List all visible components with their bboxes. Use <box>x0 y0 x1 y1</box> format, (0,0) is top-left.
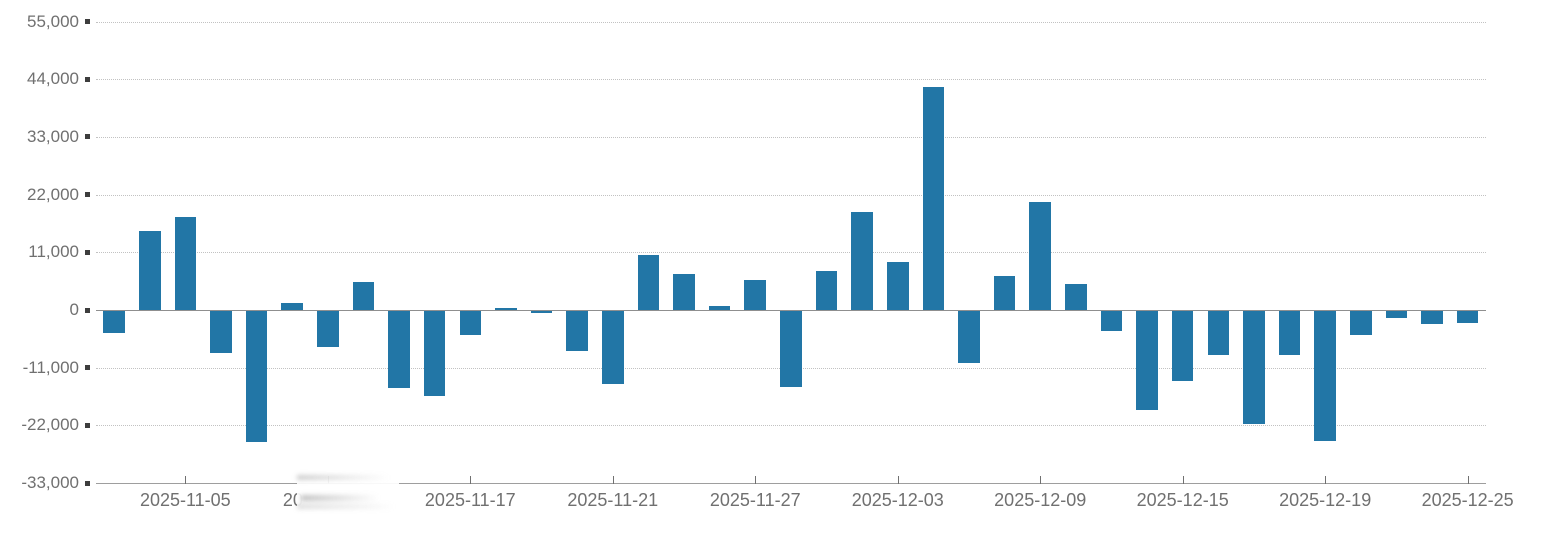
x-tick-label: 2025-12-09 <box>994 490 1087 510</box>
bar[interactable] <box>530 311 553 314</box>
zero-line <box>96 310 1486 311</box>
smear-streak <box>297 504 395 509</box>
bar[interactable] <box>922 87 945 310</box>
bar[interactable] <box>1385 311 1408 319</box>
y-tick-marker <box>85 192 90 198</box>
y-tick-label: 0 <box>69 300 79 319</box>
bar[interactable] <box>281 303 303 310</box>
y-tick-label: -33,000 <box>21 473 79 493</box>
bar[interactable] <box>993 275 1016 310</box>
bar[interactable] <box>1207 311 1230 356</box>
x-tick-mark <box>612 476 614 484</box>
bar[interactable] <box>851 212 873 310</box>
bar[interactable] <box>566 311 588 351</box>
gridline <box>96 252 1486 254</box>
y-tick-label: -11,000 <box>22 357 79 377</box>
y-tick-marker <box>85 249 90 255</box>
bar[interactable] <box>1136 311 1158 411</box>
bar[interactable] <box>958 311 980 364</box>
bar[interactable] <box>1456 311 1479 324</box>
gridline <box>96 194 1486 196</box>
y-tick-label: 11,000 <box>28 242 79 262</box>
bar[interactable] <box>708 306 731 310</box>
bar[interactable] <box>637 254 660 310</box>
bar[interactable] <box>1065 284 1087 310</box>
bar[interactable] <box>138 230 161 310</box>
bar[interactable] <box>1171 311 1194 381</box>
y-tick-marker <box>85 76 90 82</box>
x-tick-mark <box>897 476 899 484</box>
y-tick-marker <box>85 480 90 486</box>
x-tick-mark <box>470 476 472 484</box>
x-tick-label: 2025-11-21 <box>567 490 659 510</box>
x-tick-mark <box>1325 476 1327 484</box>
bar[interactable] <box>174 217 197 310</box>
y-tick-marker <box>85 19 90 24</box>
y-tick-label: -22,000 <box>21 415 79 435</box>
bar[interactable] <box>245 311 268 442</box>
bar[interactable] <box>673 274 695 310</box>
smear-streak <box>297 475 389 480</box>
x-tick-mark <box>755 476 757 484</box>
x-tick-label: 2025-12-19 <box>1279 490 1372 510</box>
bar[interactable] <box>1243 311 1265 425</box>
x-tick-label: 2025-11-27 <box>709 490 801 510</box>
y-tick-label: 55,000 <box>27 11 79 31</box>
redaction-smear <box>297 466 399 518</box>
x-tick-mark <box>1182 476 1184 484</box>
bar[interactable] <box>744 279 767 310</box>
x-tick-label: 2025-12-03 <box>851 490 944 510</box>
smear-streak <box>301 495 379 501</box>
bar[interactable] <box>601 311 624 384</box>
y-tick-marker <box>85 134 90 140</box>
y-tick-label: 33,000 <box>27 126 79 146</box>
bar[interactable] <box>1100 311 1123 331</box>
bar[interactable] <box>886 261 909 310</box>
bar[interactable] <box>495 307 517 310</box>
bar[interactable] <box>1029 202 1051 310</box>
x-tick-label: 2025-12-25 <box>1421 490 1514 510</box>
bar[interactable] <box>780 311 802 388</box>
x-tick-mark <box>1040 476 1042 484</box>
x-tick-label: 2025-12-15 <box>1136 490 1229 510</box>
bar[interactable] <box>815 270 838 310</box>
y-tick-marker <box>85 307 90 313</box>
y-tick-label: 22,000 <box>27 184 79 204</box>
x-tick-label: 2025-11-05 <box>139 490 231 510</box>
bar[interactable] <box>103 311 125 333</box>
bar[interactable] <box>317 311 339 347</box>
bar[interactable] <box>423 311 446 396</box>
bar[interactable] <box>1350 311 1372 335</box>
x-tick-mark <box>185 476 187 484</box>
y-tick-marker <box>85 365 90 371</box>
y-tick-label: 44,000 <box>27 69 79 89</box>
gridline <box>96 79 1486 81</box>
bar[interactable] <box>388 311 410 389</box>
bar[interactable] <box>459 311 482 336</box>
x-tick-mark <box>1467 476 1469 484</box>
bar[interactable] <box>1421 311 1443 325</box>
bar[interactable] <box>1278 311 1301 356</box>
y-tick-marker <box>85 422 90 428</box>
gridline <box>96 136 1486 138</box>
gridline <box>96 21 1486 23</box>
x-tick-label: 2025-11-17 <box>424 490 516 510</box>
gridline <box>96 425 1486 427</box>
bar[interactable] <box>352 282 375 310</box>
bar[interactable] <box>210 311 232 354</box>
bar[interactable] <box>1314 311 1336 442</box>
x-axis-line <box>96 483 1486 485</box>
